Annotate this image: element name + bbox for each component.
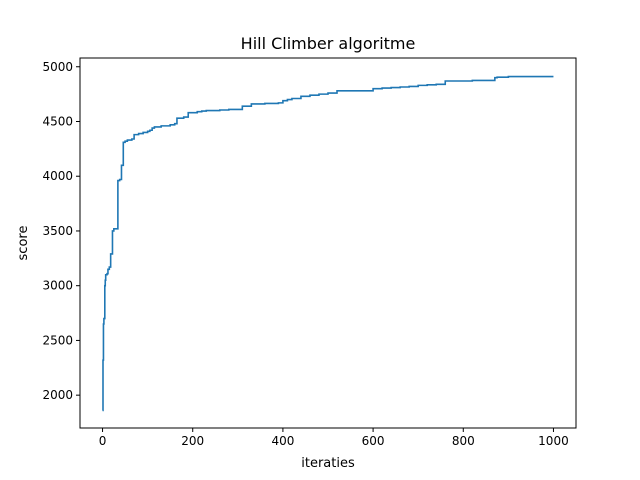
y-tick-label: 3000 [42, 279, 73, 293]
x-axis-ticks: 0 200 400 600 800 1000 [99, 428, 569, 448]
y-tick-label: 2000 [42, 388, 73, 402]
x-tick-label: 200 [181, 434, 204, 448]
y-axis-ticks: 2000 2500 3000 3500 4000 4500 5000 [42, 60, 80, 402]
plot-frame [79, 57, 577, 429]
y-tick-label: 4500 [42, 114, 73, 128]
x-axis-label: iteraties [301, 456, 355, 471]
x-tick-label: 800 [452, 434, 475, 448]
x-tick-label: 1000 [538, 434, 569, 448]
x-tick-label: 400 [271, 434, 294, 448]
plot-content [102, 75, 554, 412]
x-tick-label: 600 [362, 434, 385, 448]
x-tick-label: 0 [99, 434, 107, 448]
y-axis-label: score [16, 226, 31, 261]
chart-title: Hill Climber algoritme [241, 34, 416, 53]
y-tick-label: 4000 [42, 169, 73, 183]
y-tick-label: 5000 [42, 60, 73, 74]
y-tick-label: 3500 [42, 224, 73, 238]
series-line-0 [102, 75, 554, 412]
y-tick-label: 2500 [42, 333, 73, 347]
